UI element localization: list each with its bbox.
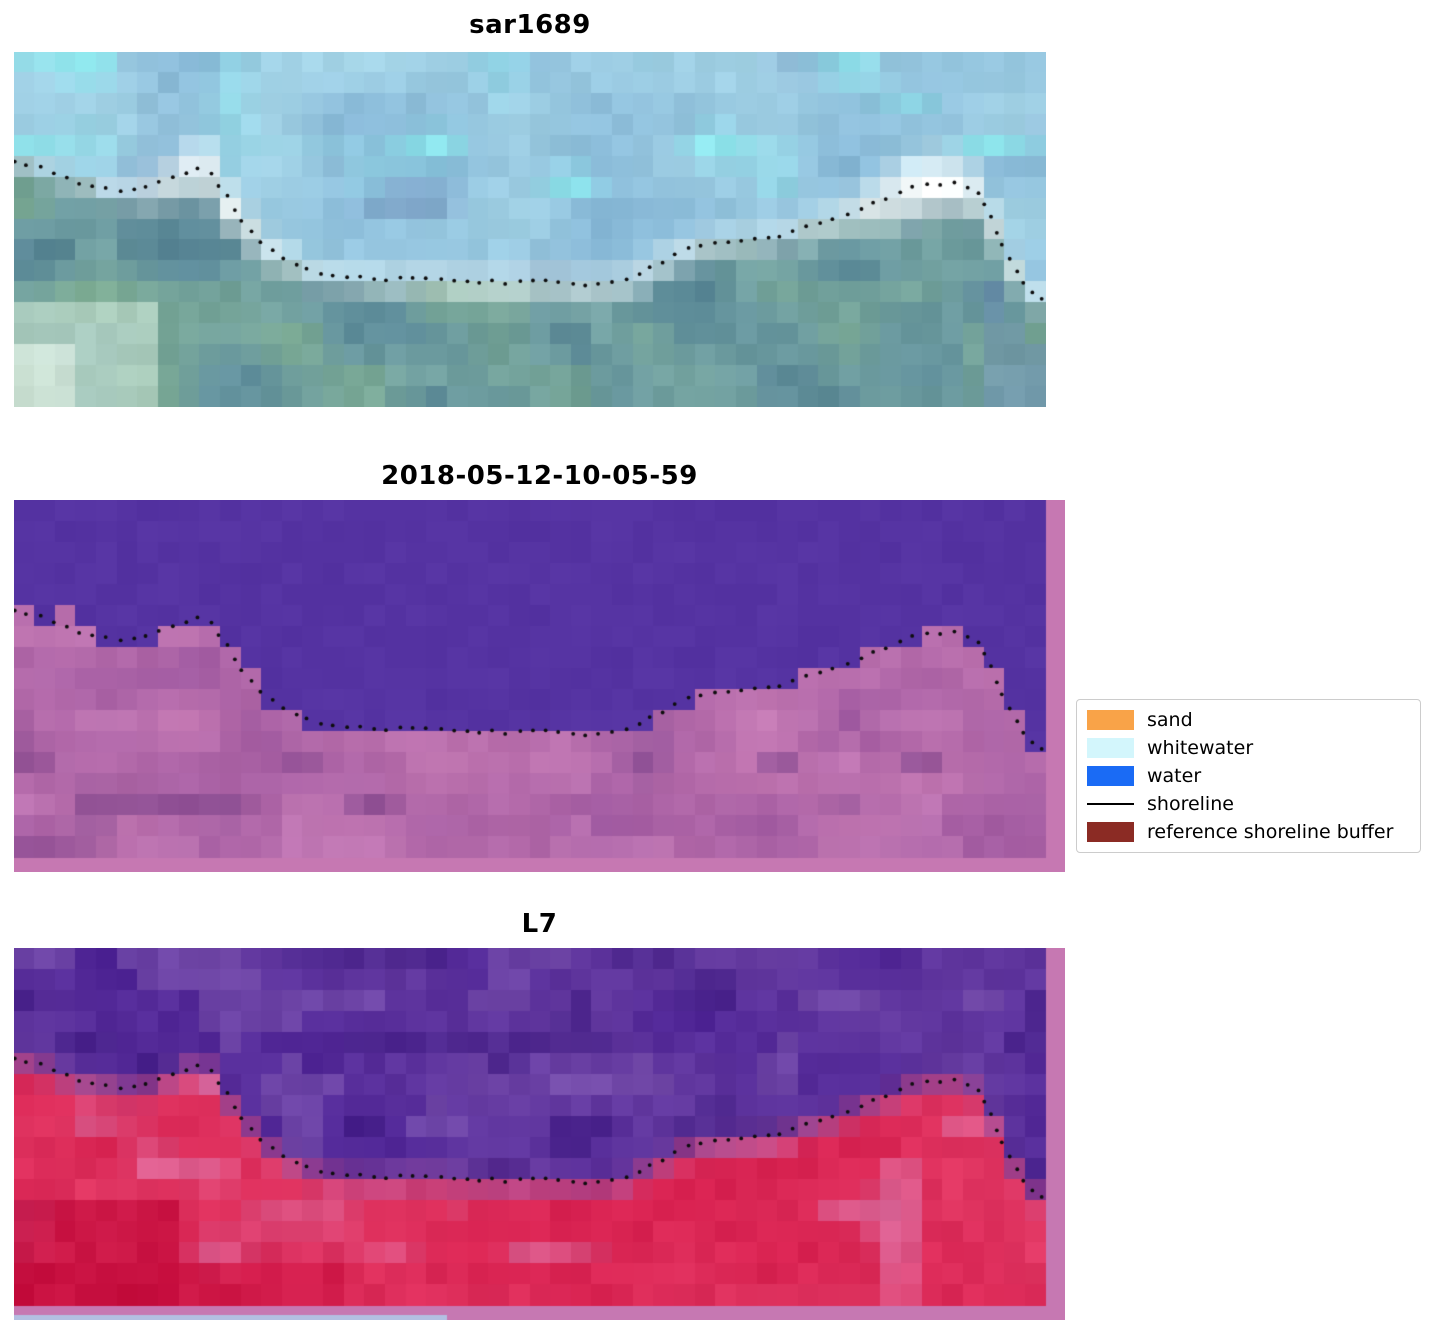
legend-label-water: water (1147, 765, 1202, 787)
legend-label-sand: sand (1147, 709, 1193, 731)
shoreline-line-swatch (1087, 794, 1134, 814)
legend-label-whitewater: whitewater (1147, 737, 1254, 759)
reference-buffer-swatch (1087, 822, 1134, 842)
legend-item-whitewater: whitewater (1087, 737, 1410, 759)
sand-swatch (1087, 710, 1134, 730)
legend-label-shoreline: shoreline (1147, 793, 1234, 815)
legend-item-sand: sand (1087, 709, 1410, 731)
panel-title-l7: L7 (521, 909, 558, 939)
panel-title-sar1689: sar1689 (469, 10, 591, 40)
legend-item-water: water (1087, 765, 1410, 787)
whitewater-swatch (1087, 738, 1134, 758)
legend: sand whitewater water shoreline referenc… (1076, 699, 1421, 853)
legend-item-reference-shoreline-buffer: reference shoreline buffer (1087, 821, 1410, 843)
sar-image-panel (14, 52, 1046, 407)
legend-label-reference-buffer: reference shoreline buffer (1147, 821, 1394, 843)
water-swatch (1087, 766, 1134, 786)
legend-item-shoreline: shoreline (1087, 793, 1410, 815)
classified-image-panel (14, 500, 1065, 872)
panel-title-classified-date: 2018-05-12-10-05-59 (381, 461, 698, 491)
l7-image-panel (14, 948, 1065, 1320)
